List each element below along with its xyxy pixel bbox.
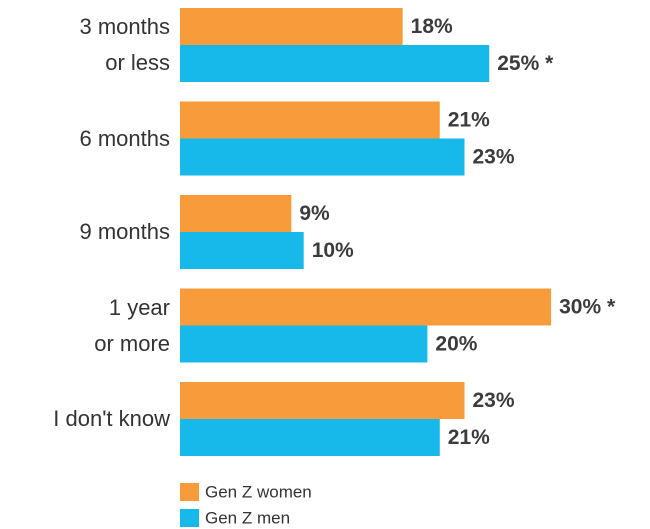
value-label: 21% [448, 109, 490, 132]
bar [180, 325, 428, 363]
value-label: 20% [435, 333, 477, 356]
value-label: 21% [448, 426, 490, 449]
bar [180, 419, 440, 456]
value-label: 30% * [559, 296, 616, 319]
legend-swatch [180, 483, 199, 501]
category-label: 9 months [79, 219, 171, 244]
value-label: 9% [299, 202, 330, 225]
category-label: 3 months or less [79, 14, 171, 75]
category-label: I don't know [53, 406, 170, 431]
value-label: 23% [473, 146, 515, 169]
value-label: 18% [411, 15, 453, 38]
bar [180, 382, 465, 419]
bar [180, 232, 304, 269]
bar [180, 45, 490, 82]
value-label: 23% [473, 389, 515, 412]
legend-label: Gen Z women [205, 482, 312, 501]
legend-label: Gen Z men [205, 508, 290, 527]
legend-swatch [180, 509, 199, 527]
bar [180, 288, 552, 326]
value-label: 10% [312, 239, 354, 262]
bar [180, 8, 403, 45]
value-label: 25% * [497, 52, 554, 75]
bar [180, 101, 440, 139]
bar [180, 195, 292, 232]
category-label: 1 year or more [94, 294, 170, 356]
category-label: 6 months [79, 125, 171, 151]
bar [180, 138, 465, 176]
